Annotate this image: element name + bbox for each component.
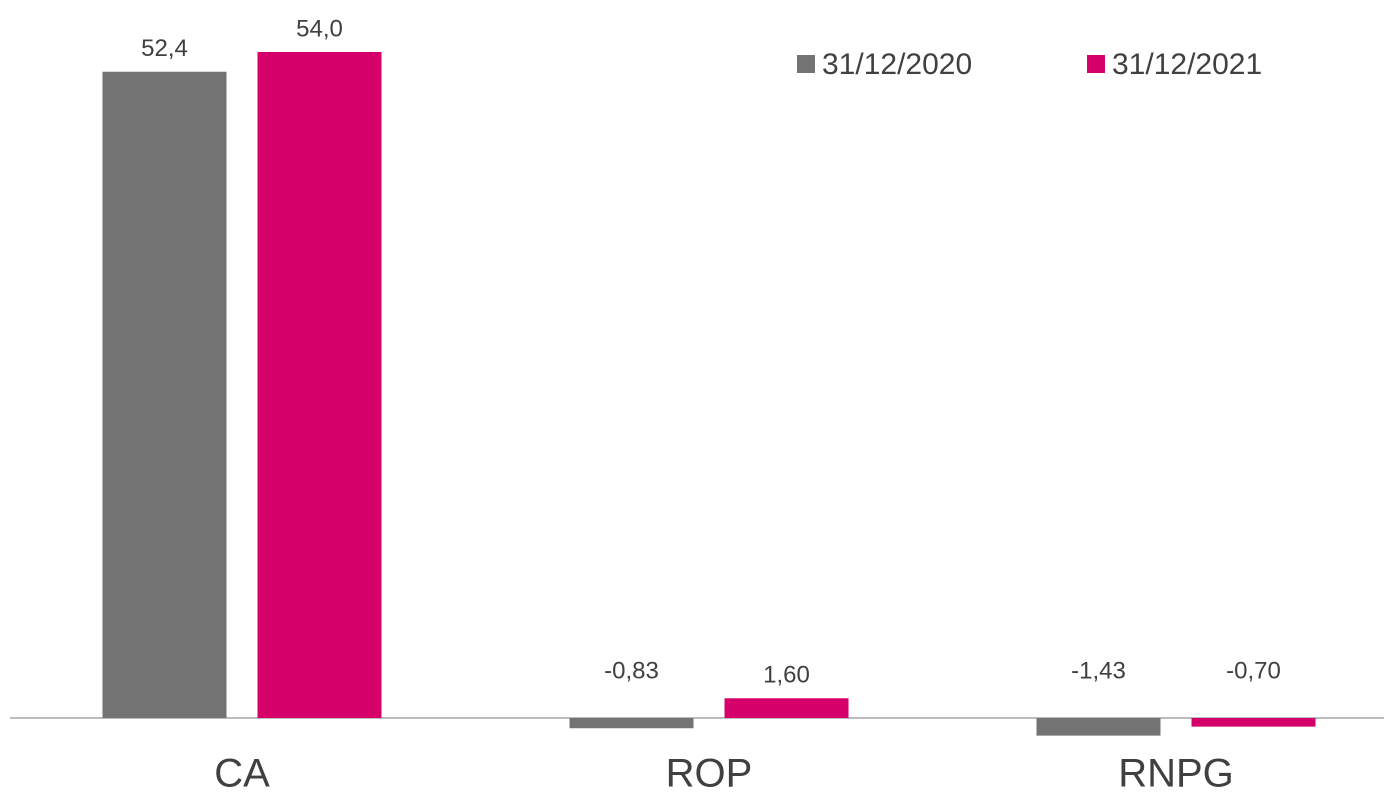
- bar: [724, 698, 849, 718]
- bar: [1036, 718, 1161, 736]
- legend-label: 31/12/2021: [1112, 48, 1262, 81]
- legend-swatch: [1087, 55, 1105, 73]
- x-tick-label: ROP: [666, 752, 753, 796]
- bar: [569, 718, 694, 729]
- legend-swatch: [797, 55, 815, 73]
- data-label: 52,4: [141, 35, 188, 62]
- bar: [102, 71, 227, 718]
- data-label: -0,83: [604, 657, 659, 684]
- bar: [257, 52, 382, 718]
- x-tick-label: CA: [214, 752, 270, 796]
- legend-label: 31/12/2020: [822, 48, 972, 81]
- data-label: 1,60: [763, 662, 810, 689]
- x-tick-label: RNPG: [1118, 752, 1234, 796]
- data-label: -0,70: [1226, 657, 1281, 684]
- bar: [1191, 718, 1316, 727]
- data-label: 54,0: [296, 15, 343, 42]
- data-label: -1,43: [1071, 657, 1126, 684]
